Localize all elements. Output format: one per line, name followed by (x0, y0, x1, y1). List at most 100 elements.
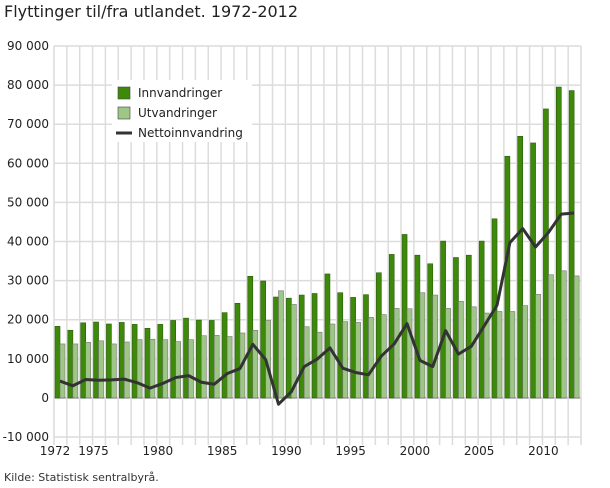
bar-utvandringer (355, 322, 361, 399)
bar-innvandringer (260, 280, 266, 399)
source-note: Kilde: Statistisk sentralbyrå. (4, 471, 159, 484)
bar-innvandringer (568, 90, 575, 399)
bar-innvandringer (234, 302, 241, 399)
bar-innvandringer (196, 319, 202, 399)
bar-innvandringer (170, 320, 176, 399)
bar-innvandringer (363, 294, 369, 399)
y-tick-label: 40 000 (7, 235, 49, 249)
y-tick-label: 30 000 (7, 274, 49, 288)
bar-innvandringer (427, 263, 434, 399)
bar-utvandringer (98, 340, 104, 399)
bar-utvandringer (483, 312, 490, 399)
bar-utvandringer (445, 308, 451, 399)
y-tick-label: 80 000 (7, 78, 49, 92)
bar-innvandringer (517, 136, 524, 399)
legend-label: Nettoinnvandring (138, 126, 243, 140)
x-tick-label: 2000 (400, 444, 431, 458)
bar-innvandringer (208, 320, 215, 399)
bar-innvandringer (414, 254, 421, 399)
bar-utvandringer (175, 341, 181, 399)
bar-innvandringer (286, 297, 292, 399)
bar-utvandringer (59, 343, 66, 399)
x-tick-label: 2005 (464, 444, 495, 458)
bar-utvandringer (85, 342, 92, 399)
bar-innvandringer (67, 329, 74, 399)
legend-swatch (117, 86, 131, 100)
bar-innvandringer (54, 326, 61, 399)
bar-innvandringer (401, 234, 408, 399)
bar-utvandringer (548, 274, 554, 399)
bar-utvandringer (123, 341, 130, 399)
bar-innvandringer (118, 322, 125, 399)
x-tick-label: 1972 (40, 444, 71, 458)
bar-innvandringer (543, 108, 549, 399)
y-tick-label: 90 000 (7, 39, 49, 53)
bar-innvandringer (298, 294, 305, 399)
bar-utvandringer (509, 311, 516, 399)
bar-utvandringer (496, 311, 503, 399)
bar-innvandringer (183, 317, 189, 399)
bar-utvandringer (252, 329, 259, 399)
bar-innvandringer (504, 155, 511, 399)
bar-utvandringer (368, 317, 374, 399)
bar-innvandringer (388, 254, 395, 399)
bar-utvandringer (188, 339, 194, 399)
legend-label: Innvandringer (138, 86, 222, 100)
bar-innvandringer (311, 293, 318, 399)
bar-utvandringer (458, 301, 464, 399)
bar-innvandringer (93, 321, 99, 399)
bar-innvandringer (247, 275, 254, 399)
bar-utvandringer (329, 323, 336, 399)
bar-innvandringer (530, 142, 536, 399)
bar-innvandringer (350, 297, 356, 399)
bar-utvandringer (535, 293, 541, 399)
legend-swatch (117, 106, 131, 120)
bar-utvandringer (226, 336, 233, 399)
bar-utvandringer (303, 326, 310, 399)
bar-innvandringer (106, 323, 112, 399)
bar-innvandringer (440, 240, 446, 399)
bar-utvandringer (136, 339, 143, 399)
chart-title: Flyttinger til/fra utlandet. 1972-2012 (4, 2, 299, 21)
bar-innvandringer (478, 240, 485, 399)
bar-utvandringer (573, 275, 580, 399)
bar-utvandringer (162, 339, 169, 399)
x-tick-label: 2010 (528, 444, 559, 458)
bar-utvandringer (72, 343, 79, 399)
bar-utvandringer (149, 338, 156, 399)
bar-utvandringer (393, 308, 400, 399)
y-tick-label: 50 000 (7, 195, 49, 209)
bar-utvandringer (522, 305, 529, 399)
x-tick-label: 1975 (78, 444, 109, 458)
legend-box (112, 80, 252, 142)
x-tick-label: 1985 (207, 444, 238, 458)
y-tick-label: 70 000 (7, 117, 49, 131)
bar-utvandringer (471, 306, 477, 399)
bar-innvandringer (453, 257, 459, 399)
bar-innvandringer (555, 86, 562, 399)
bar-utvandringer (213, 335, 220, 399)
y-tick-label: 10 000 (7, 352, 49, 366)
x-tick-label: 1980 (143, 444, 174, 458)
bar-utvandringer (278, 290, 284, 399)
bar-utvandringer (560, 270, 567, 399)
bar-utvandringer (316, 331, 323, 399)
bar-innvandringer (466, 254, 472, 399)
bar-utvandringer (291, 304, 297, 399)
bar-innvandringer (131, 324, 138, 399)
y-tick-label: 0 (41, 391, 49, 405)
bar-innvandringer (337, 292, 344, 399)
bar-innvandringer (324, 273, 331, 399)
bar-utvandringer (342, 321, 349, 399)
bar-utvandringer (201, 335, 207, 399)
bar-innvandringer (221, 312, 228, 399)
y-tick-label: 20 000 (7, 313, 49, 327)
legend-label: Utvandringer (138, 106, 217, 120)
bar-utvandringer (419, 292, 426, 399)
bar-innvandringer (273, 296, 279, 399)
bar-utvandringer (432, 294, 439, 399)
x-tick-label: 1995 (335, 444, 366, 458)
y-tick-label: 60 000 (7, 156, 49, 170)
